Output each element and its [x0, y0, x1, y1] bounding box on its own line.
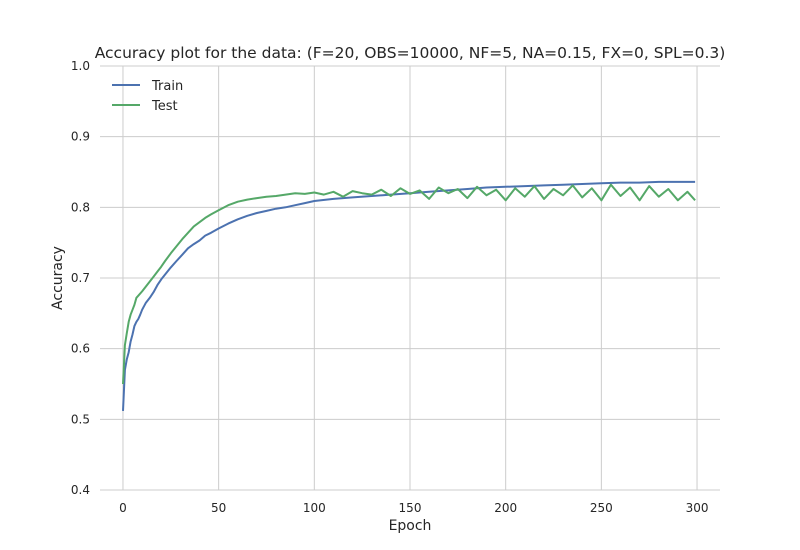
x-tick-label: 100	[303, 501, 326, 515]
x-tick-label: 50	[211, 501, 226, 515]
x-tick-label: 150	[399, 501, 422, 515]
y-tick-label: 0.8	[71, 200, 90, 214]
x-tick-label: 200	[494, 501, 517, 515]
y-tick-label: 0.7	[71, 271, 90, 285]
x-axis-label: Epoch	[389, 518, 432, 534]
x-tick-label: 300	[686, 501, 709, 515]
y-tick-label: 0.5	[71, 412, 90, 426]
x-tick-labels: 0 50 100 150 200 250 300	[119, 501, 708, 515]
y-tick-labels: 0.4 0.5 0.6 0.7 0.8 0.9 1.0	[71, 59, 90, 497]
x-tick-label: 0	[119, 501, 127, 515]
y-axis-label: Accuracy	[50, 246, 66, 310]
y-tick-label: 0.6	[71, 342, 90, 356]
chart-title: Accuracy plot for the data: (F=20, OBS=1…	[95, 44, 726, 62]
x-tick-label: 250	[590, 501, 613, 515]
y-tick-label: 0.4	[71, 483, 90, 497]
series-line-train	[122, 180, 696, 411]
y-tick-label: 0.9	[71, 130, 90, 144]
series-lines	[122, 180, 696, 411]
legend: Train Test	[112, 79, 183, 114]
grid-lines	[100, 65, 720, 491]
y-tick-label: 1.0	[71, 59, 90, 73]
legend-label-test: Test	[151, 99, 178, 114]
series-line-test	[122, 183, 696, 385]
legend-label-train: Train	[151, 79, 183, 94]
